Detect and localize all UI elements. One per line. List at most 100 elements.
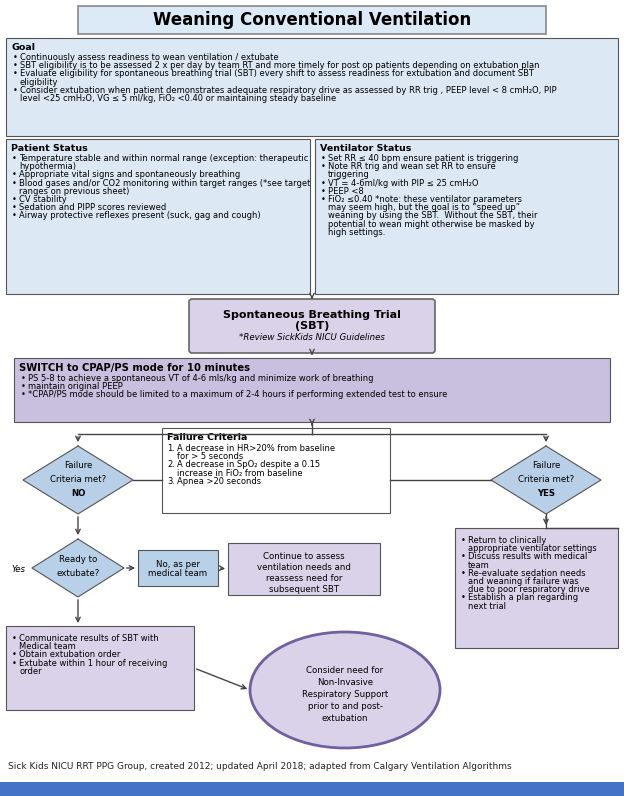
Polygon shape bbox=[23, 446, 133, 514]
FancyBboxPatch shape bbox=[6, 626, 194, 710]
Text: Criteria met?: Criteria met? bbox=[50, 475, 106, 485]
Text: •: • bbox=[12, 170, 17, 179]
Text: appropriate ventilator settings: appropriate ventilator settings bbox=[468, 544, 597, 553]
Text: medical team: medical team bbox=[149, 569, 208, 578]
Text: Weaning Conventional Ventilation: Weaning Conventional Ventilation bbox=[153, 11, 471, 29]
Text: 3.: 3. bbox=[167, 477, 175, 486]
Text: Yes: Yes bbox=[11, 565, 25, 575]
Text: No, as per: No, as per bbox=[156, 560, 200, 569]
Text: ranges on previous sheet): ranges on previous sheet) bbox=[19, 187, 129, 196]
Text: Set RR ≤ 40 bpm ensure patient is triggering: Set RR ≤ 40 bpm ensure patient is trigge… bbox=[328, 154, 519, 163]
Text: Return to clinically: Return to clinically bbox=[468, 536, 547, 545]
Text: Respiratory Support: Respiratory Support bbox=[302, 690, 388, 699]
Text: Ready to: Ready to bbox=[59, 556, 97, 564]
Text: Note RR trig and wean set RR to ensure: Note RR trig and wean set RR to ensure bbox=[328, 162, 495, 171]
Text: team: team bbox=[468, 560, 490, 570]
Text: •: • bbox=[21, 382, 26, 391]
Text: •: • bbox=[21, 390, 26, 400]
Text: •: • bbox=[13, 69, 18, 78]
Text: weaning by using the SBT.  Without the SBT, their: weaning by using the SBT. Without the SB… bbox=[328, 212, 537, 220]
Text: Non-Invasive: Non-Invasive bbox=[317, 678, 373, 687]
Text: SWITCH to CPAP/PS mode for 10 minutes: SWITCH to CPAP/PS mode for 10 minutes bbox=[19, 363, 250, 373]
Text: Patient Status: Patient Status bbox=[11, 144, 88, 153]
Text: maintain original PEEP: maintain original PEEP bbox=[28, 382, 123, 391]
Text: triggering: triggering bbox=[328, 170, 370, 179]
Text: •: • bbox=[21, 374, 26, 383]
Text: •: • bbox=[13, 53, 18, 62]
Text: hypothermia): hypothermia) bbox=[19, 162, 76, 171]
FancyBboxPatch shape bbox=[455, 528, 618, 648]
Text: Spontaneous Breathing Trial: Spontaneous Breathing Trial bbox=[223, 310, 401, 320]
Text: Ventilator Status: Ventilator Status bbox=[320, 144, 411, 153]
FancyBboxPatch shape bbox=[189, 299, 435, 353]
Text: and weaning if failure was: and weaning if failure was bbox=[468, 577, 578, 586]
Text: SBT eligibility is to be assessed 2 x per day by team RT and more timely for pos: SBT eligibility is to be assessed 2 x pe… bbox=[20, 61, 540, 70]
Text: •: • bbox=[12, 650, 17, 659]
Text: Continue to assess: Continue to assess bbox=[263, 552, 345, 561]
Text: prior to and post-: prior to and post- bbox=[308, 702, 383, 711]
Bar bbox=[0, 782, 624, 796]
Text: PEEP <8: PEEP <8 bbox=[328, 187, 364, 196]
Text: •: • bbox=[13, 86, 18, 95]
FancyBboxPatch shape bbox=[6, 38, 618, 136]
Text: Failure Criteria: Failure Criteria bbox=[167, 433, 247, 442]
Text: Failure: Failure bbox=[64, 462, 92, 470]
Text: extubation: extubation bbox=[322, 714, 368, 723]
Text: extubate?: extubate? bbox=[56, 569, 100, 579]
Text: next trial: next trial bbox=[468, 602, 506, 611]
Text: Apnea >20 seconds: Apnea >20 seconds bbox=[177, 477, 261, 486]
FancyBboxPatch shape bbox=[138, 550, 218, 586]
Text: •: • bbox=[321, 162, 326, 171]
Text: CV stability: CV stability bbox=[19, 195, 67, 204]
Text: YES: YES bbox=[537, 489, 555, 498]
Text: •: • bbox=[461, 536, 466, 545]
Text: increase in FiO₂ from baseline: increase in FiO₂ from baseline bbox=[177, 469, 303, 478]
Text: Discuss results with medical: Discuss results with medical bbox=[468, 552, 587, 561]
FancyBboxPatch shape bbox=[315, 139, 618, 294]
Text: A decrease in HR>20% from baseline: A decrease in HR>20% from baseline bbox=[177, 444, 335, 453]
Text: Establish a plan regarding: Establish a plan regarding bbox=[468, 593, 578, 603]
Text: Criteria met?: Criteria met? bbox=[518, 475, 574, 485]
Text: *CPAP/PS mode should be limited to a maximum of 2-4 hours if performing extended: *CPAP/PS mode should be limited to a max… bbox=[28, 390, 447, 400]
Text: •: • bbox=[12, 154, 17, 163]
Text: •: • bbox=[12, 658, 17, 668]
Text: •: • bbox=[12, 634, 17, 643]
Text: •: • bbox=[13, 61, 18, 70]
Text: FiO₂ ≤0.40 *note: these ventilator parameters: FiO₂ ≤0.40 *note: these ventilator param… bbox=[328, 195, 522, 204]
Text: •: • bbox=[12, 203, 17, 213]
Text: Medical team: Medical team bbox=[19, 642, 76, 651]
Text: Extubate within 1 hour of receiving: Extubate within 1 hour of receiving bbox=[19, 658, 167, 668]
Text: subsequent SBT: subsequent SBT bbox=[269, 585, 339, 594]
Text: reassess need for: reassess need for bbox=[266, 574, 342, 583]
Polygon shape bbox=[32, 539, 124, 597]
Text: for > 5 seconds: for > 5 seconds bbox=[177, 452, 243, 461]
Text: Sick Kids NICU RRT PPG Group, created 2012; updated April 2018; adapted from Cal: Sick Kids NICU RRT PPG Group, created 20… bbox=[8, 762, 512, 771]
Polygon shape bbox=[491, 446, 601, 514]
Text: •: • bbox=[321, 154, 326, 163]
FancyBboxPatch shape bbox=[228, 543, 380, 595]
Text: Airway protective reflexes present (suck, gag and cough): Airway protective reflexes present (suck… bbox=[19, 212, 261, 220]
Text: high settings.: high settings. bbox=[328, 228, 386, 236]
Text: Consider extubation when patient demonstrates adequate respiratory drive as asse: Consider extubation when patient demonst… bbox=[20, 86, 557, 95]
Text: •: • bbox=[321, 187, 326, 196]
Text: Re-evaluate sedation needs: Re-evaluate sedation needs bbox=[468, 569, 586, 578]
Text: Appropriate vital signs and spontaneously breathing: Appropriate vital signs and spontaneousl… bbox=[19, 170, 240, 179]
Text: Blood gases and/or CO2 monitoring within target ranges (*see target: Blood gases and/or CO2 monitoring within… bbox=[19, 178, 310, 188]
Text: Obtain extubation order: Obtain extubation order bbox=[19, 650, 120, 659]
Text: level <25 cmH₂O, VG ≤ 5 ml/kg, FiO₂ <0.40 or maintaining steady baseline: level <25 cmH₂O, VG ≤ 5 ml/kg, FiO₂ <0.4… bbox=[20, 94, 336, 103]
Text: order: order bbox=[19, 667, 42, 676]
Text: NO: NO bbox=[71, 489, 85, 498]
FancyBboxPatch shape bbox=[14, 358, 610, 422]
Text: *Review SickKids NICU Guidelines: *Review SickKids NICU Guidelines bbox=[239, 333, 385, 342]
Ellipse shape bbox=[250, 632, 440, 748]
Text: 2.: 2. bbox=[167, 460, 175, 470]
Text: Failure: Failure bbox=[532, 462, 560, 470]
FancyBboxPatch shape bbox=[78, 6, 546, 34]
Text: •: • bbox=[321, 195, 326, 204]
Text: •: • bbox=[12, 195, 17, 204]
Text: •: • bbox=[321, 178, 326, 188]
Text: VT = 4-6ml/kg with PIP ≤ 25 cmH₂O: VT = 4-6ml/kg with PIP ≤ 25 cmH₂O bbox=[328, 178, 479, 188]
Text: Goal: Goal bbox=[11, 43, 35, 52]
FancyBboxPatch shape bbox=[6, 139, 310, 294]
Text: Evaluate eligibility for spontaneous breathing trial (SBT) every shift to assess: Evaluate eligibility for spontaneous bre… bbox=[20, 69, 534, 78]
